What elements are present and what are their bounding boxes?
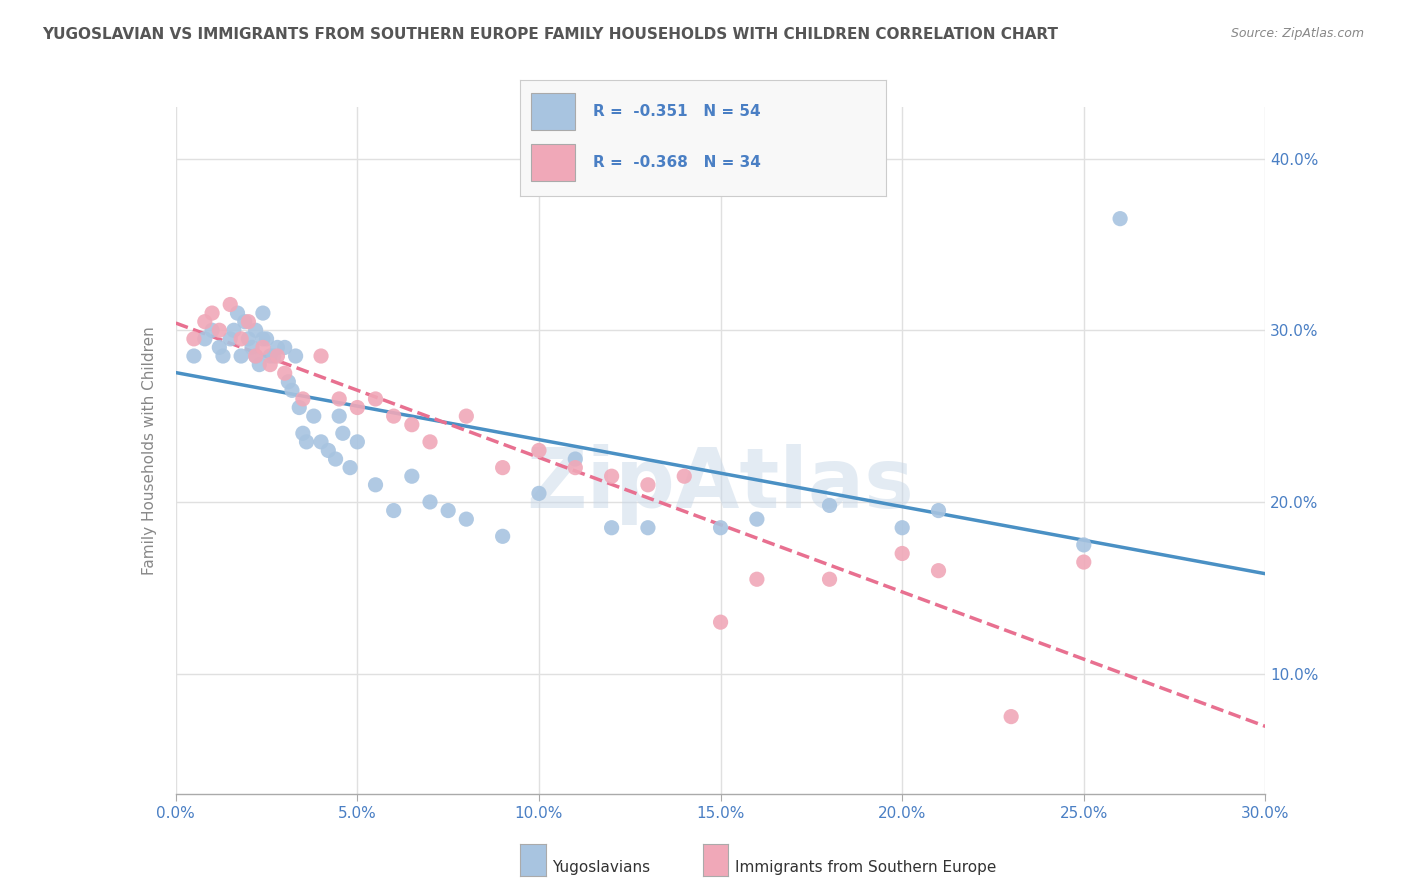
- Point: [401, 469, 423, 483]
- Point: [745, 572, 768, 586]
- Point: [818, 572, 841, 586]
- Point: [710, 521, 733, 535]
- Point: [183, 332, 205, 346]
- Point: [928, 564, 950, 578]
- Point: [891, 521, 914, 535]
- Point: [231, 349, 253, 363]
- Point: [564, 460, 586, 475]
- Point: [259, 349, 281, 363]
- Point: [527, 486, 550, 500]
- Y-axis label: Family Households with Children: Family Households with Children: [142, 326, 157, 574]
- Point: [492, 529, 515, 543]
- Point: [891, 546, 914, 561]
- Point: [256, 332, 278, 346]
- Text: Immigrants from Southern Europe: Immigrants from Southern Europe: [735, 860, 997, 874]
- Point: [281, 384, 304, 398]
- Point: [328, 409, 350, 424]
- Point: [274, 340, 297, 354]
- Point: [284, 349, 307, 363]
- Point: [318, 443, 340, 458]
- Point: [600, 521, 623, 535]
- Text: ZipAtlas: ZipAtlas: [527, 444, 914, 525]
- Point: [240, 340, 263, 354]
- Text: Yugoslavians: Yugoslavians: [553, 860, 651, 874]
- Text: R =  -0.351   N = 54: R = -0.351 N = 54: [593, 104, 761, 120]
- Point: [245, 323, 267, 337]
- FancyBboxPatch shape: [531, 144, 575, 181]
- Point: [302, 409, 325, 424]
- Point: [325, 452, 347, 467]
- Point: [401, 417, 423, 432]
- Point: [1073, 538, 1095, 552]
- Point: [456, 512, 478, 526]
- Point: [266, 349, 288, 363]
- Point: [564, 452, 586, 467]
- Point: [252, 306, 274, 320]
- Point: [364, 392, 387, 406]
- Point: [382, 503, 405, 517]
- Point: [252, 340, 274, 354]
- Point: [673, 469, 696, 483]
- Point: [231, 332, 253, 346]
- Point: [382, 409, 405, 424]
- Point: [222, 323, 245, 337]
- Point: [201, 323, 224, 337]
- Point: [208, 340, 231, 354]
- Point: [252, 332, 274, 346]
- Point: [194, 332, 217, 346]
- Point: [219, 297, 242, 311]
- Point: [247, 358, 270, 372]
- Point: [263, 349, 285, 363]
- Point: [288, 401, 311, 415]
- Point: [745, 512, 768, 526]
- Point: [201, 306, 224, 320]
- Point: [238, 332, 260, 346]
- Text: YUGOSLAVIAN VS IMMIGRANTS FROM SOUTHERN EUROPE FAMILY HOUSEHOLDS WITH CHILDREN C: YUGOSLAVIAN VS IMMIGRANTS FROM SOUTHERN …: [42, 27, 1059, 42]
- Point: [245, 349, 267, 363]
- Point: [226, 306, 249, 320]
- Point: [295, 434, 318, 449]
- Point: [637, 521, 659, 535]
- Point: [328, 392, 350, 406]
- Point: [492, 460, 515, 475]
- Point: [1109, 211, 1132, 226]
- Point: [238, 315, 260, 329]
- Point: [274, 366, 297, 380]
- Point: [710, 615, 733, 630]
- Point: [309, 349, 332, 363]
- Point: [183, 349, 205, 363]
- Point: [456, 409, 478, 424]
- Point: [527, 443, 550, 458]
- Point: [245, 349, 267, 363]
- Point: [364, 478, 387, 492]
- Point: [928, 503, 950, 517]
- Text: Source: ZipAtlas.com: Source: ZipAtlas.com: [1230, 27, 1364, 40]
- Point: [419, 434, 441, 449]
- Point: [600, 469, 623, 483]
- Point: [212, 349, 235, 363]
- Point: [437, 503, 460, 517]
- Point: [291, 426, 314, 441]
- Point: [219, 332, 242, 346]
- Point: [291, 392, 314, 406]
- Point: [346, 434, 368, 449]
- Text: R =  -0.368   N = 34: R = -0.368 N = 34: [593, 155, 761, 170]
- Point: [233, 315, 256, 329]
- Point: [339, 460, 361, 475]
- Point: [1073, 555, 1095, 569]
- Point: [266, 340, 288, 354]
- Point: [194, 315, 217, 329]
- Point: [1000, 709, 1022, 723]
- Point: [419, 495, 441, 509]
- Point: [346, 401, 368, 415]
- Point: [259, 358, 281, 372]
- Point: [818, 499, 841, 513]
- Point: [332, 426, 354, 441]
- Point: [277, 375, 299, 389]
- Point: [637, 478, 659, 492]
- Point: [208, 323, 231, 337]
- FancyBboxPatch shape: [531, 93, 575, 130]
- Point: [309, 434, 332, 449]
